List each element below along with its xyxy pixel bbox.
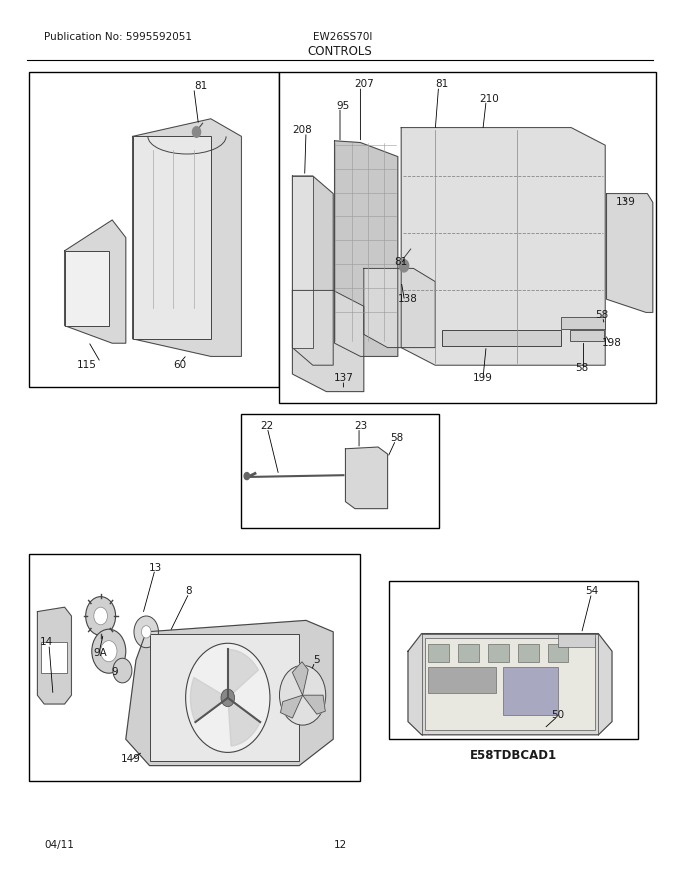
Polygon shape — [190, 678, 228, 722]
Polygon shape — [364, 268, 435, 348]
Bar — [488, 644, 509, 662]
Bar — [428, 644, 449, 662]
Bar — [428, 667, 496, 693]
Circle shape — [192, 127, 201, 137]
Circle shape — [141, 626, 151, 638]
Polygon shape — [607, 194, 653, 312]
Text: 208: 208 — [292, 125, 313, 136]
Bar — [442, 330, 561, 346]
Circle shape — [134, 616, 158, 648]
Text: 13: 13 — [148, 562, 162, 573]
Bar — [133, 136, 211, 339]
Polygon shape — [126, 620, 333, 766]
Text: 149: 149 — [120, 753, 141, 764]
Polygon shape — [345, 447, 388, 509]
Polygon shape — [37, 607, 71, 704]
Text: 9A: 9A — [94, 648, 107, 658]
Polygon shape — [281, 695, 303, 718]
Polygon shape — [292, 176, 333, 365]
Circle shape — [113, 658, 132, 683]
Bar — [292, 176, 313, 348]
Bar — [458, 644, 479, 662]
Polygon shape — [228, 698, 260, 746]
Polygon shape — [292, 662, 308, 695]
Text: 138: 138 — [398, 294, 418, 304]
Text: 5: 5 — [313, 655, 320, 665]
Polygon shape — [408, 634, 612, 735]
Bar — [29, 554, 360, 781]
Circle shape — [101, 641, 117, 662]
Text: 95: 95 — [337, 100, 350, 111]
Bar — [41, 642, 67, 673]
Text: 9: 9 — [111, 667, 118, 678]
Polygon shape — [65, 220, 126, 343]
Text: E58TDBCAD1: E58TDBCAD1 — [470, 749, 557, 761]
Text: 60: 60 — [173, 360, 187, 370]
Text: 58: 58 — [390, 433, 403, 444]
Bar — [241, 414, 439, 528]
Text: 137: 137 — [333, 373, 354, 384]
Polygon shape — [303, 695, 325, 715]
Text: 23: 23 — [354, 421, 367, 431]
Text: 81: 81 — [435, 79, 449, 90]
Circle shape — [279, 665, 326, 725]
Circle shape — [186, 643, 270, 752]
Polygon shape — [228, 649, 258, 698]
Bar — [561, 317, 605, 329]
Text: 04/11: 04/11 — [44, 840, 74, 850]
Text: 81: 81 — [394, 257, 408, 268]
Polygon shape — [335, 141, 398, 356]
Circle shape — [94, 607, 107, 625]
Circle shape — [244, 473, 250, 480]
Polygon shape — [401, 128, 605, 365]
Bar — [279, 72, 656, 403]
Polygon shape — [133, 119, 241, 356]
Text: CONTROLS: CONTROLS — [307, 45, 373, 57]
Bar — [558, 634, 595, 647]
Circle shape — [86, 597, 116, 635]
Bar — [503, 667, 558, 715]
Text: Publication No: 5995592051: Publication No: 5995592051 — [44, 32, 192, 42]
Text: 12: 12 — [333, 840, 347, 850]
Text: 81: 81 — [194, 81, 207, 92]
Circle shape — [399, 260, 409, 272]
Bar — [150, 634, 299, 761]
Circle shape — [92, 629, 126, 673]
Bar — [518, 644, 539, 662]
Text: 115: 115 — [77, 360, 97, 370]
Text: 207: 207 — [354, 79, 374, 90]
Bar — [570, 330, 604, 341]
Text: 210: 210 — [479, 93, 500, 104]
Text: 50: 50 — [551, 709, 564, 720]
Text: 58: 58 — [595, 310, 609, 320]
Text: 14: 14 — [39, 637, 53, 648]
Text: EW26SS70I: EW26SS70I — [313, 32, 372, 42]
Text: 199: 199 — [473, 373, 493, 384]
Bar — [65, 251, 109, 326]
Circle shape — [221, 689, 235, 707]
Bar — [29, 72, 279, 387]
Polygon shape — [292, 290, 364, 392]
Text: 58: 58 — [575, 363, 588, 373]
Text: 22: 22 — [260, 421, 274, 431]
Text: 54: 54 — [585, 586, 598, 597]
Text: 198: 198 — [602, 338, 622, 348]
Bar — [425, 638, 595, 730]
Bar — [548, 644, 568, 662]
Text: 139: 139 — [615, 197, 636, 208]
Text: 8: 8 — [186, 586, 192, 597]
Bar — [389, 581, 638, 739]
